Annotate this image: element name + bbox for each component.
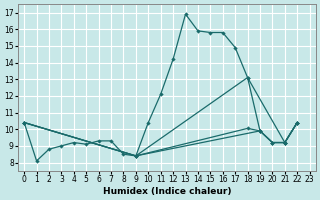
X-axis label: Humidex (Indice chaleur): Humidex (Indice chaleur) xyxy=(103,187,231,196)
